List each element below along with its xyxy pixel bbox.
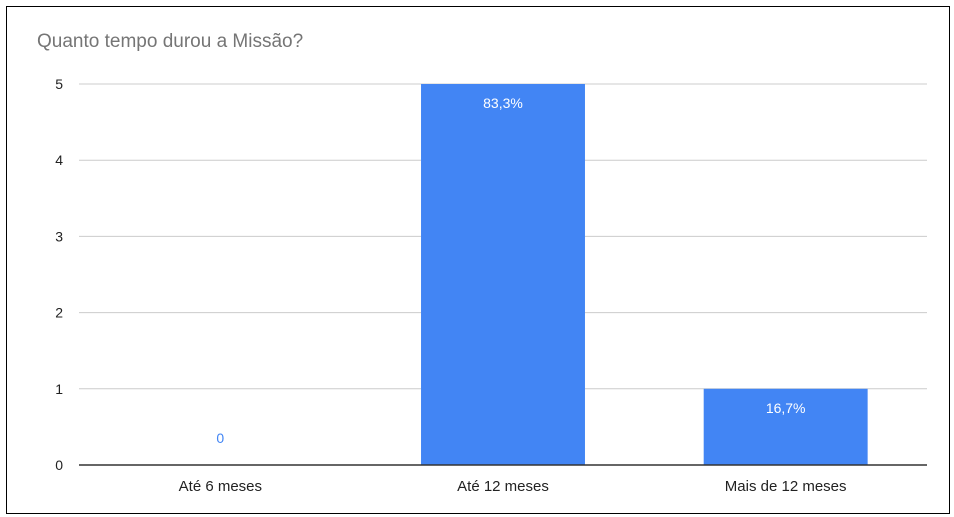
x-category-label: Até 12 meses: [457, 478, 549, 495]
y-tick-label: 1: [55, 381, 63, 397]
data-label: 0: [216, 430, 224, 446]
x-category-label: Até 6 meses: [179, 478, 262, 495]
bar-1[interactable]: [421, 84, 585, 465]
y-tick-label: 4: [55, 152, 63, 168]
y-tick-label: 0: [55, 457, 63, 473]
x-category-label: Mais de 12 meses: [725, 478, 847, 495]
bar-2[interactable]: [703, 388, 868, 465]
y-tick-label: 3: [55, 228, 63, 244]
data-label: 16,7%: [766, 400, 806, 416]
chart-title: Quanto tempo durou a Missão?: [37, 31, 304, 52]
y-tick-label: 2: [55, 305, 63, 321]
data-label: 83,3%: [483, 95, 523, 111]
y-tick-label: 5: [55, 76, 63, 92]
